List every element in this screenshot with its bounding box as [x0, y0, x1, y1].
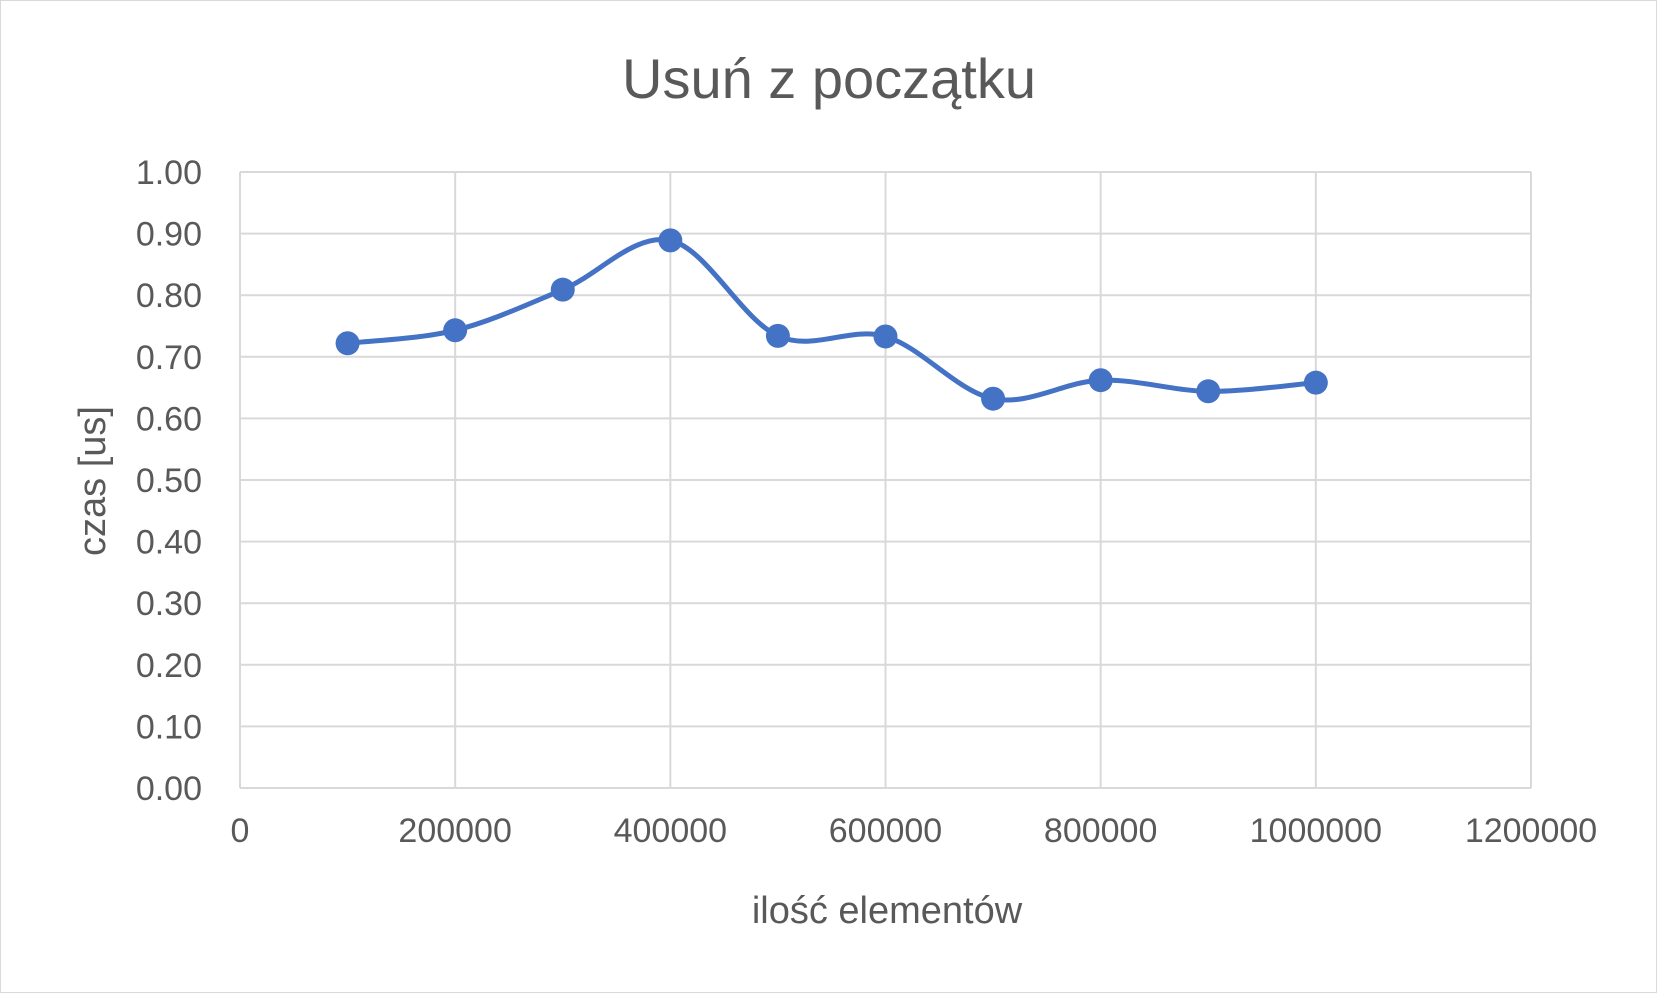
- y-tick-label: 0.30: [136, 585, 202, 623]
- y-tick-label: 0.60: [136, 400, 202, 438]
- data-point-marker: [1196, 379, 1221, 404]
- x-tick-label: 800000: [1044, 812, 1157, 850]
- x-tick-label: 600000: [829, 812, 942, 850]
- data-point-marker: [443, 318, 468, 343]
- axes: [239, 172, 1531, 789]
- x-axis-title: ilość elementów: [752, 890, 1023, 932]
- data-point-marker: [335, 331, 360, 356]
- data-point-marker: [1303, 370, 1328, 395]
- tick-labels: 0.00 0.10 0.20 0.30 0.40 0.50 0.60 0.70 0.80 0.90…: [136, 154, 1597, 850]
- y-tick-label: 0.50: [136, 462, 202, 500]
- x-tick-label: 1200000: [1465, 812, 1597, 850]
- data-point-marker: [765, 323, 790, 348]
- y-tick-label: 0.70: [136, 339, 202, 377]
- gridlines: [240, 171, 1532, 788]
- data-point-marker: [873, 324, 898, 349]
- x-tick-label: 0: [231, 812, 250, 850]
- data-point-marker: [981, 386, 1006, 411]
- y-tick-label: 0.20: [136, 647, 202, 685]
- y-tick-label: 0.90: [136, 216, 202, 254]
- data-point-marker: [1088, 368, 1113, 393]
- x-tick-label: 200000: [398, 812, 511, 850]
- data-series: [335, 228, 1328, 411]
- x-tick-label: 400000: [614, 812, 727, 850]
- series-line: [345, 236, 1319, 403]
- y-tick-label: 0.10: [136, 708, 202, 746]
- y-tick-label: 0.40: [136, 524, 202, 562]
- data-point-marker: [550, 277, 575, 302]
- data-point-marker: [658, 228, 683, 253]
- y-axis-title: czas [us]: [72, 406, 114, 556]
- y-tick-label: 0.80: [136, 277, 202, 315]
- chart-title: Usuń z początku: [622, 47, 1036, 110]
- y-tick-label: 0.00: [136, 770, 202, 808]
- y-tick-label: 1.00: [136, 154, 202, 192]
- x-tick-label: 1000000: [1250, 812, 1382, 850]
